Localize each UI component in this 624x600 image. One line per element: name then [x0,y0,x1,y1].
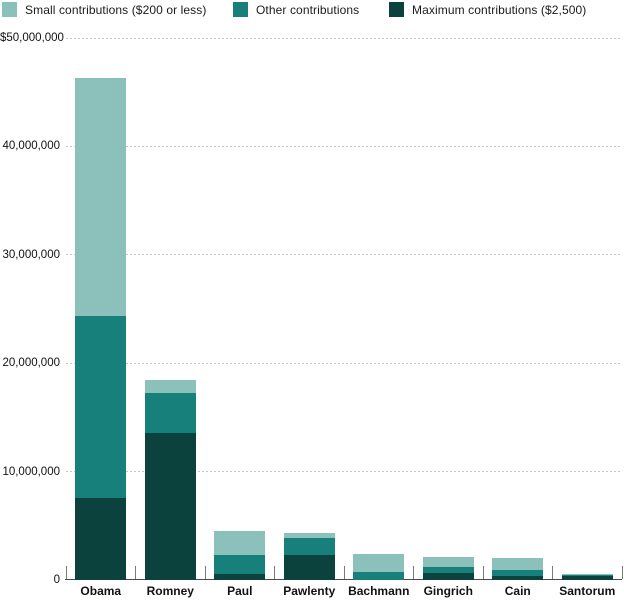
legend-swatch-maximum-contributions [389,2,404,17]
x-axis-label-romney: Romney [146,584,194,598]
bar-segment-santorum-max [561,576,613,580]
bar-segment-romney-small [144,380,196,394]
gridline-30000000 [66,254,622,256]
bar-segment-bachmann-small [353,554,405,572]
bar-segment-santorum-small [561,573,613,575]
x-axis-label-obama: Obama [80,584,122,598]
x-axis-tick [343,566,345,579]
gridline-20000000 [66,362,622,364]
y-axis-tick-label: 20,000,000 [2,357,60,370]
legend-label-other-contributions: Other contributions [256,2,360,17]
legend-label-maximum-contributions: Maximum contributions ($2,500) [412,2,587,17]
bar-segment-obama-max [75,497,127,580]
x-axis-label-pawlenty: Pawlenty [283,584,336,598]
x-axis-label-santorum: Santorum [559,584,616,598]
gridline-10000000 [66,471,622,473]
bar-segment-obama-small [75,78,127,316]
y-axis-tick-label: 30,000,000 [2,248,60,261]
x-axis-tick [482,566,484,579]
legend-item-other-contributions: Other contributions [233,2,359,17]
y-axis-tick-label: $50,000,000 [0,32,64,44]
legend-item-maximum-contributions: Maximum contributions ($2,500) [389,2,586,17]
bar-segment-obama-other [75,315,127,498]
x-axis-tick [621,566,623,579]
x-axis-label-gingrich: Gingrich [423,584,473,598]
x-axis-label-cain: Cain [504,584,531,598]
x-axis-tick [552,566,553,579]
bar-segment-romney-max [144,433,196,580]
legend-swatch-small-contributions [2,2,17,17]
y-axis-tick-label: 10,000,000 [2,465,60,478]
bar-segment-paul-small [214,531,266,556]
bar-segment-gingrich-small [422,557,474,567]
x-axis-line [65,578,622,580]
gridline-40000000 [66,145,622,147]
x-axis-tick [65,566,67,579]
gridline-50000000 [66,37,622,39]
bar-segment-pawlenty-max [283,555,335,580]
bar-segment-cain-small [492,557,544,570]
x-axis-label-bachmann: Bachmann [348,584,410,598]
bar-segment-pawlenty-small [283,533,335,539]
bar-segment-romney-other [144,393,196,434]
legend-swatch-other-contributions [233,2,248,17]
bar-segment-cain-other [492,569,544,576]
x-axis-tick [204,566,206,579]
y-axis-tick-label: 0 [53,574,60,586]
bar-segment-gingrich-other [422,567,474,573]
legend-label-small-contributions: Small contributions ($200 or less) [25,2,207,17]
x-axis-tick [274,566,275,579]
bar-segment-bachmann-other [353,571,405,580]
legend-item-small-contributions: Small contributions ($200 or less) [2,2,206,17]
x-axis-label-paul: Paul [227,584,253,598]
bar-segment-paul-other [214,555,266,575]
x-axis-tick [413,566,414,579]
x-axis-tick [135,566,136,579]
bar-segment-santorum-other [561,574,613,577]
bar-segment-cain-max [492,575,544,580]
bar-segment-paul-max [214,574,266,580]
bar-segment-pawlenty-other [283,538,335,556]
y-axis-tick-label: 40,000,000 [2,140,60,153]
bar-segment-gingrich-max [422,572,474,580]
